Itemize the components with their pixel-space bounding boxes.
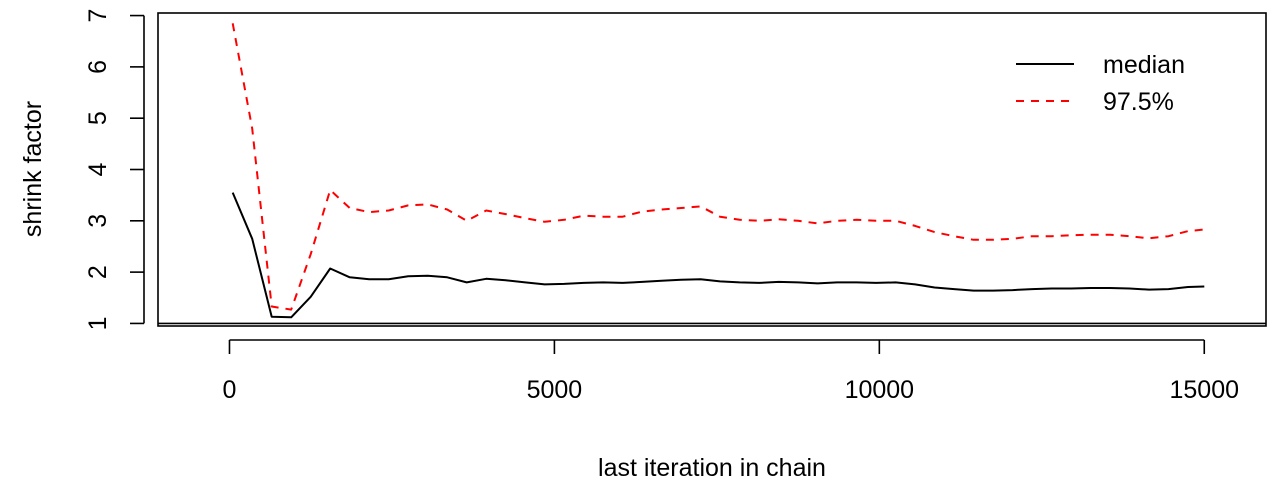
legend-upper-label: 97.5% [1103, 88, 1174, 116]
series-line-upper [231, 23, 1205, 311]
x-tick-label: 5000 [527, 376, 583, 404]
x-tick-label: 0 [223, 376, 237, 404]
x-tick-label: 10000 [845, 376, 915, 404]
y-tick-label: 2 [84, 265, 112, 279]
y-axis: 1 2 3 4 5 6 7 [84, 9, 145, 330]
y-tick-label: 7 [84, 9, 112, 23]
y-tick-label: 1 [84, 316, 112, 330]
legend: median 97.5% [1016, 51, 1185, 116]
series-line-median [231, 192, 1205, 319]
y-tick-label: 5 [84, 111, 112, 125]
x-axis: 0 5000 10000 15000 [223, 339, 1239, 404]
plot-frame [157, 12, 1267, 327]
y-tick-label: 6 [84, 60, 112, 74]
series-layer [231, 23, 1205, 319]
x-tick-label: 15000 [1169, 376, 1239, 404]
legend-median-label: median [1103, 51, 1185, 79]
y-tick-label: 4 [84, 162, 112, 176]
y-axis-label: shrink factor [19, 101, 47, 237]
y-tick-label: 3 [84, 214, 112, 228]
x-axis-label: last iteration in chain [598, 454, 826, 482]
